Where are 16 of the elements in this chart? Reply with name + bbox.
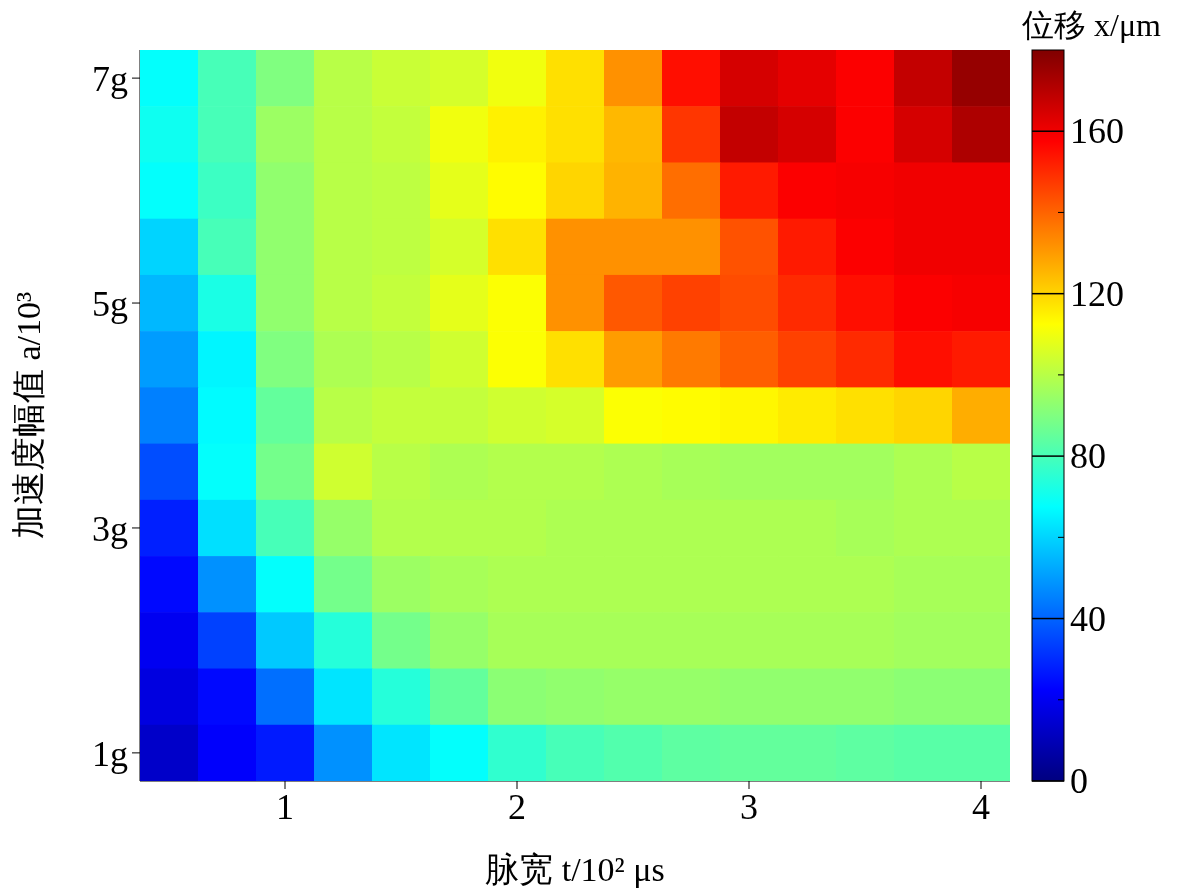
color-bar-label: 80 xyxy=(1070,436,1106,477)
color-bar-title: 位移 x/μm xyxy=(1022,7,1162,43)
x-tick-label: 1 xyxy=(276,786,294,827)
color-bar-label: 0 xyxy=(1070,761,1088,801)
y-tick-label: 1g xyxy=(92,733,128,774)
y-tick-label: 3g xyxy=(92,508,128,549)
y-tick-label: 5g xyxy=(92,283,128,324)
x-tick-label: 3 xyxy=(740,786,758,827)
color-bar-label: 40 xyxy=(1070,598,1106,639)
color-bar-label: 160 xyxy=(1070,111,1124,152)
x-axis-title: 脉宽 t/10² μs xyxy=(485,851,665,888)
y-axis-title: 加速度幅值 a/10³ xyxy=(10,291,47,540)
x-tick-label: 4 xyxy=(972,786,990,827)
color-bar-label: 120 xyxy=(1070,273,1124,314)
y-tick-label: 7g xyxy=(92,58,128,99)
x-tick-label: 2 xyxy=(508,786,526,827)
